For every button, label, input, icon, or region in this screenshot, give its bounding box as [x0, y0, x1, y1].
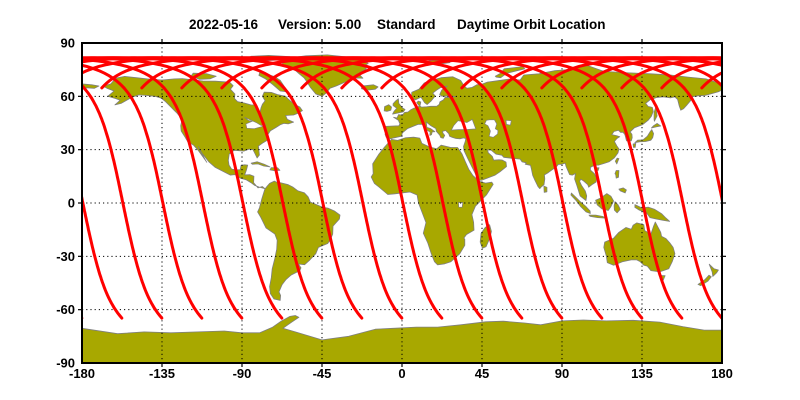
- x-axis-tick-label: -135: [149, 366, 175, 381]
- orbit-track: [0, 58, 42, 319]
- landmass-borneo: [595, 193, 614, 211]
- orbit-track: [380, 56, 722, 320]
- x-axis-tick-label: 135: [631, 366, 653, 381]
- orbit-track: [82, 63, 204, 320]
- title-date: 2022-05-16: [189, 17, 259, 32]
- map-plot-area: [0, 39, 800, 367]
- landmass-new-guinea: [634, 204, 670, 222]
- y-axis-tick-label: 60: [61, 89, 75, 104]
- landmass-great-britain: [392, 98, 406, 115]
- y-axis-tick-label: 30: [61, 142, 75, 157]
- lake-aral-sea: [505, 119, 512, 126]
- landmass-mindanao: [618, 187, 627, 194]
- x-axis-tick-label: 180: [711, 366, 733, 381]
- title-plot-name: Daytime Orbit Location: [457, 17, 606, 32]
- landmass-north-america: [102, 76, 303, 190]
- landmass-sakhalin: [653, 106, 658, 122]
- y-axis-tick-label: 0: [68, 196, 75, 211]
- x-axis-tick-label: -90: [233, 366, 252, 381]
- landmass-honshu: [634, 129, 654, 143]
- title-standard-label: Standard: [377, 17, 436, 32]
- orbit-track: [420, 56, 722, 207]
- landmass-sumatra: [570, 192, 591, 214]
- orbit-track: [340, 56, 684, 320]
- orbit-track: [82, 191, 124, 320]
- landmass-taiwan: [614, 157, 620, 165]
- landmass-cuba: [250, 161, 271, 168]
- x-axis-tick-label: 45: [475, 366, 489, 381]
- title-version: Version: 5.00: [278, 17, 361, 32]
- landmass-new-zealand-north: [708, 263, 719, 277]
- lake-caspian-sea: [484, 119, 499, 138]
- x-axis-tick-label: -180: [69, 366, 95, 381]
- orbit-track: [742, 58, 800, 319]
- landmass-chukotka-west-edge: [82, 83, 100, 90]
- y-axis-tick-label: -90: [56, 356, 75, 371]
- orbit-track: [82, 83, 164, 320]
- y-axis-tick-label: -30: [56, 249, 75, 264]
- figure-title: 2022-05-16 Version: 5.00 Standard Daytim…: [189, 17, 606, 32]
- x-axis-tick-label: -45: [313, 366, 332, 381]
- landmass-ireland: [383, 104, 392, 112]
- axis-labels: -180 -135 -90 -45 0 45 90 135 180 90 60 30 0 -30 -60 -9…: [56, 36, 733, 382]
- landmass-sulawesi: [613, 201, 621, 214]
- x-axis-tick-label: 90: [555, 366, 569, 381]
- landmass-hokkaido: [651, 123, 662, 129]
- lake-lake-victoria: [458, 202, 464, 208]
- y-axis-tick-label: -60: [56, 302, 75, 317]
- landmass-antarctica: [82, 315, 722, 363]
- landmass-luzon: [614, 170, 620, 179]
- landmass-south-america: [257, 180, 341, 301]
- landmass-java: [588, 214, 606, 219]
- orbit-track: [0, 58, 2, 319]
- landmass-sri-lanka: [543, 185, 548, 193]
- clipped-map-content: [0, 43, 800, 363]
- orbit-track: [782, 58, 800, 319]
- y-axis-tick-label: 90: [61, 36, 75, 51]
- landmass-kyushu: [632, 143, 637, 148]
- landmass-eurasia: [384, 65, 722, 201]
- x-axis-tick-label: 0: [398, 366, 405, 381]
- landmass-australia: [603, 221, 676, 273]
- lake-great-lakes: [244, 116, 267, 130]
